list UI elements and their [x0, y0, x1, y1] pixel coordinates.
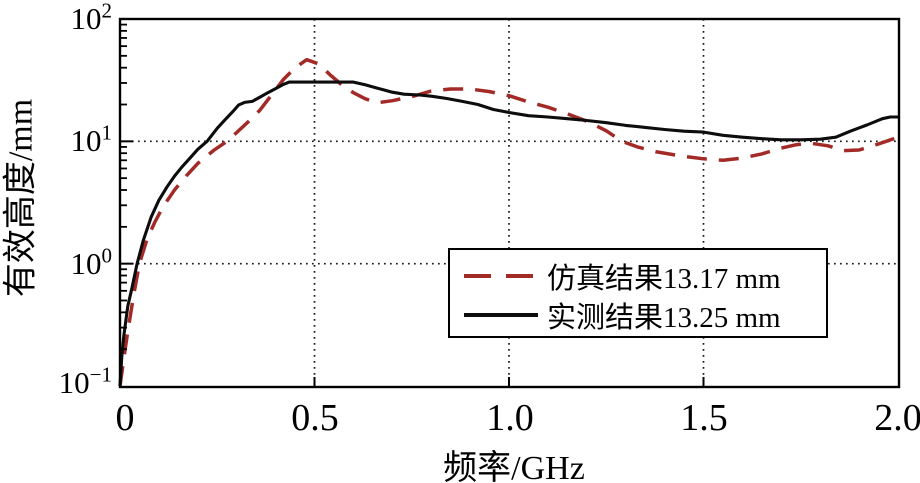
y-axis-title: 有效高度/mm [2, 98, 40, 298]
x-tick-label-2.0: 2.0 [874, 397, 920, 439]
simulation-curve [118, 57, 899, 387]
legend-solid-line-sample [464, 312, 538, 317]
plot-frame [118, 17, 901, 389]
x-tick-label-1.0: 1.0 [486, 397, 534, 439]
x-tick-label-0: 0 [115, 397, 135, 439]
y-tick-label-1: 100 [70, 243, 113, 281]
x-tick-label-1.5: 1.5 [680, 397, 728, 439]
data-series [118, 57, 899, 387]
y-tick-label-10: 101 [70, 120, 113, 158]
legend: 仿真结果13.17 mm 实测结果13.25 mm [448, 248, 828, 338]
legend-item-measured: 实测结果13.25 mm [462, 295, 826, 334]
x-tick-label-0.5: 0.5 [291, 397, 339, 439]
measured-curve [118, 80, 898, 387]
y-tick-label-100: 102 [70, 0, 113, 36]
legend-label-measured: 实测结果13.25 mm [547, 301, 781, 334]
x-axis-title: 频率/GHz [443, 450, 585, 483]
y-tick-label-0p1: 10−1 [58, 362, 112, 400]
legend-item-simulation: 仿真结果13.17 mm [462, 256, 826, 295]
legend-label-simulation: 仿真结果13.17 mm [547, 262, 781, 295]
legend-dashed-line-sample [464, 273, 538, 278]
